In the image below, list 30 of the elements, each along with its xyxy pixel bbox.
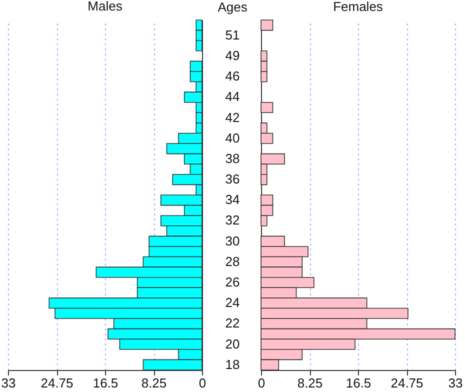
- y-axis-title: Ages: [218, 0, 248, 14]
- y-tick-label: 18: [225, 356, 240, 372]
- x-tick-label: 16.5: [92, 376, 118, 390]
- y-tick-label: 22: [225, 316, 240, 331]
- x-tick-label: 24.75: [40, 376, 74, 390]
- x-tick-label: 8.25: [297, 376, 323, 390]
- y-tick-label: 51: [225, 27, 240, 42]
- chart-title: Females: [333, 0, 384, 14]
- y-tick-label: 26: [225, 274, 240, 290]
- x-tick-label: 0: [198, 376, 206, 390]
- y-tick-label: 20: [225, 336, 240, 352]
- x-tick-label: 24.75: [390, 376, 424, 390]
- y-tick-label: 36: [225, 172, 240, 187]
- y-tick-label: 38: [225, 150, 240, 166]
- y-tick-label: 40: [225, 130, 240, 146]
- y-tick-label: 28: [225, 254, 240, 269]
- y-tick-label: 44: [225, 89, 240, 104]
- x-tick-label: 33: [1, 376, 16, 390]
- x-tick-label: 8.25: [141, 376, 167, 390]
- x-tick-label: 0: [258, 376, 266, 390]
- y-tick-label: 46: [225, 68, 240, 84]
- y-tick-label: 30: [225, 233, 240, 248]
- y-tick-label: 34: [225, 192, 240, 208]
- x-tick-label: 16.5: [346, 376, 372, 390]
- y-tick-label: 24: [225, 295, 240, 310]
- y-tick-label: 49: [225, 48, 240, 64]
- chart-title: Males: [88, 0, 123, 14]
- y-tick-label: 42: [225, 110, 240, 125]
- x-tick-label: 33: [448, 376, 463, 390]
- y-tick-label: 32: [225, 212, 240, 228]
